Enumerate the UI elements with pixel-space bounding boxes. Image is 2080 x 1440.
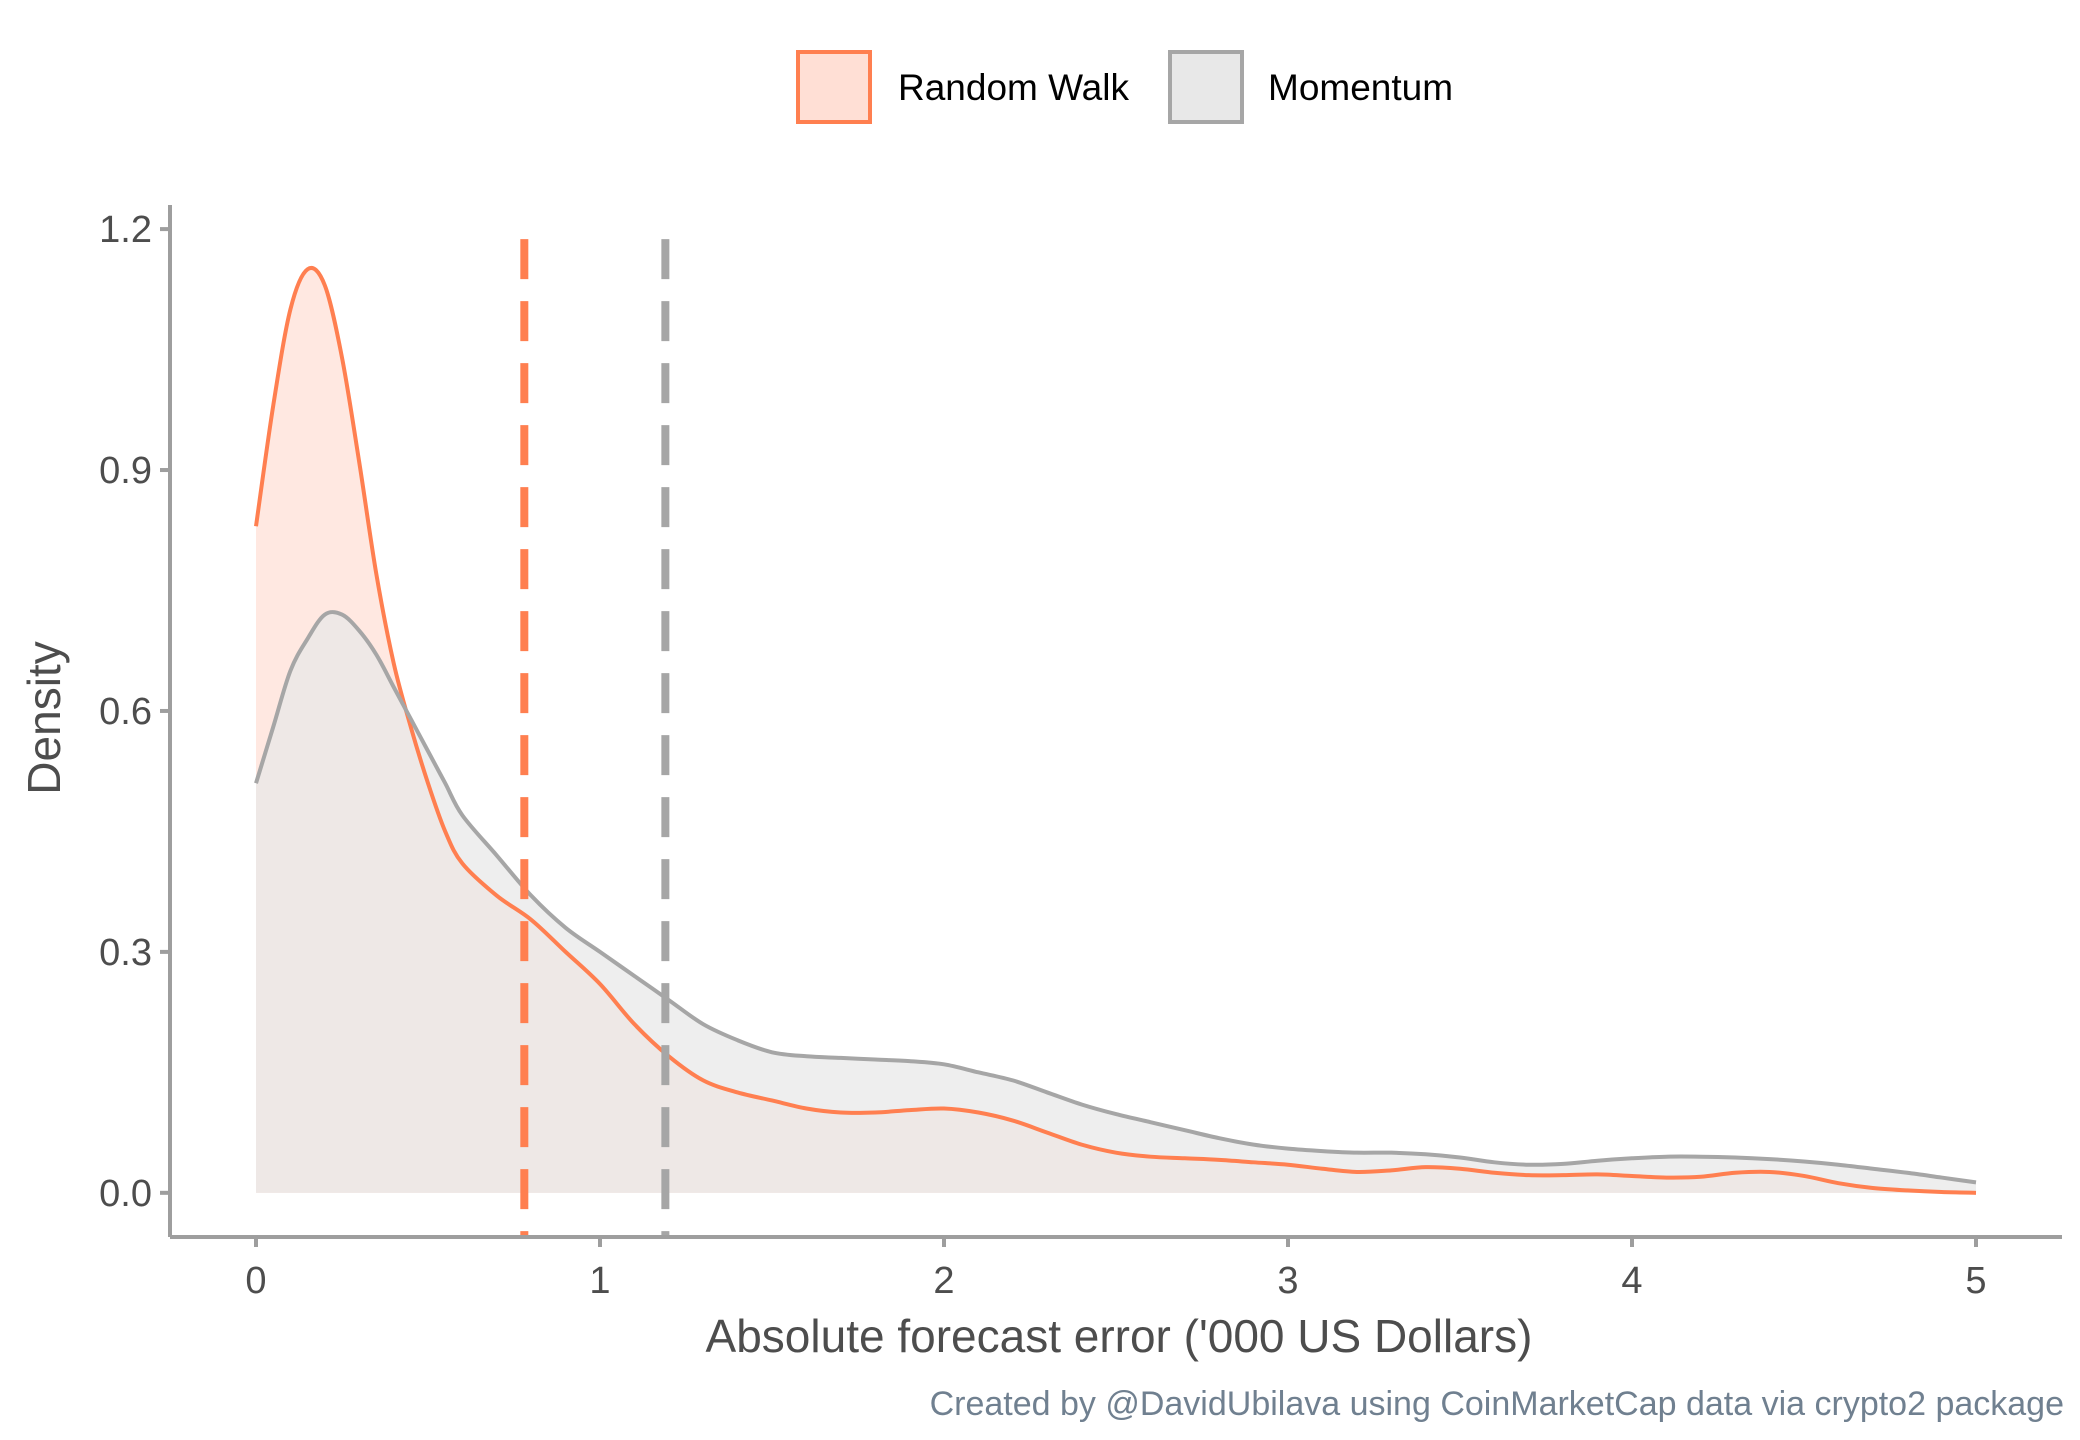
- y-tick-label: 1.2: [99, 209, 152, 251]
- x-axis-title: Absolute forecast error ('000 US Dollars…: [706, 1310, 1533, 1362]
- density-line-momentum: [254, 610, 1977, 1185]
- plot-panel: [254, 239, 1977, 1237]
- y-axis-ticks: 0.0 0.3 0.6 0.9 1.2: [99, 209, 170, 1215]
- y-tick-label: 0.3: [99, 932, 152, 974]
- y-tick-label: 0.9: [99, 450, 152, 492]
- caption: Created by @DavidUbilava using CoinMarke…: [930, 1385, 2064, 1423]
- legend-key-random-walk: [796, 50, 872, 124]
- density-lines: [254, 266, 1977, 1195]
- y-tick-label: 0.6: [99, 691, 152, 733]
- x-tick-label: 0: [245, 1260, 266, 1302]
- legend-key-momentum: [1168, 50, 1244, 124]
- mean-lines: [520, 239, 670, 1237]
- axes: 0.0 0.3 0.6 0.9 1.2 0 1 2 3 4 5: [99, 205, 2062, 1302]
- x-tick-label: 2: [933, 1260, 954, 1302]
- legend-label-momentum: Momentum: [1268, 67, 1453, 108]
- density-fills: [256, 267, 1976, 1193]
- x-axis-ticks: 0 1 2 3 4 5: [245, 1237, 1987, 1302]
- density-fill-momentum: [256, 612, 1976, 1193]
- x-tick-label: 3: [1277, 1260, 1298, 1302]
- legend: Random Walk Momentum: [796, 50, 1453, 124]
- y-axis-title: Density: [18, 641, 70, 794]
- legend-label-random-walk: Random Walk: [898, 67, 1129, 108]
- density-line-random-walk: [254, 266, 1977, 1195]
- x-tick-label: 4: [1621, 1260, 1642, 1302]
- x-tick-label: 1: [589, 1260, 610, 1302]
- y-tick-label: 0.0: [99, 1173, 152, 1215]
- x-tick-label: 5: [1965, 1260, 1986, 1302]
